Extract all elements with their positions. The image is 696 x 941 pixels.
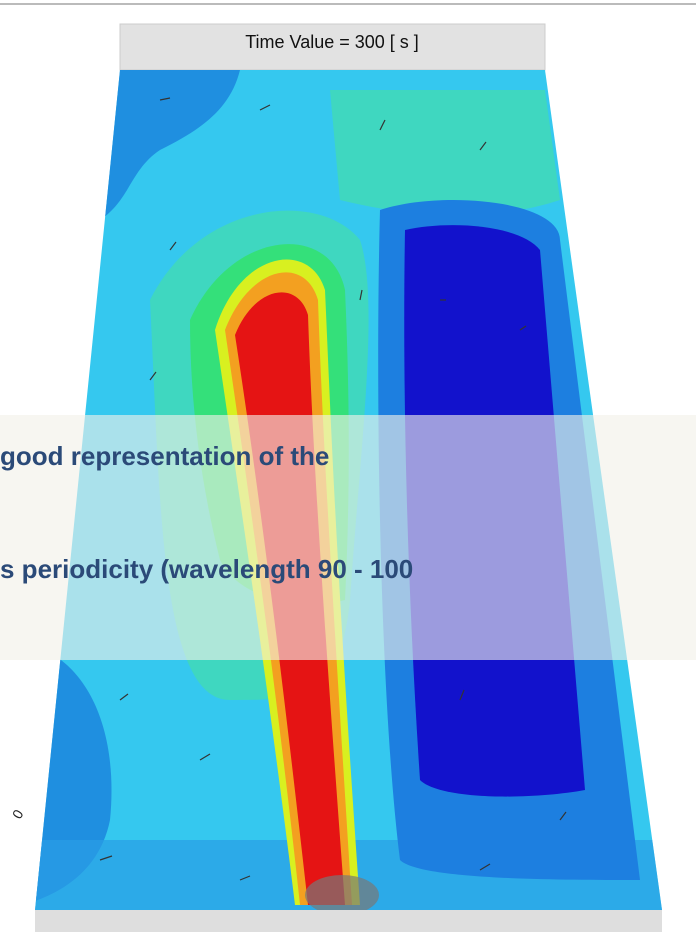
axis-label: 0 [9, 807, 27, 822]
overlay-line: s periodicity (wavelength 90 - 100 [0, 554, 413, 584]
field-region [330, 90, 560, 215]
slab-edge [35, 910, 662, 932]
overlay-line: good representation of the [0, 441, 329, 471]
inlet [305, 875, 379, 915]
screenshot: Time Value = 300 [ s ] 0 good representa… [0, 0, 696, 941]
time-label: Time Value = 300 [ s ] [245, 32, 419, 52]
page: Time Value = 300 [ s ] 0 good representa… [0, 0, 696, 941]
